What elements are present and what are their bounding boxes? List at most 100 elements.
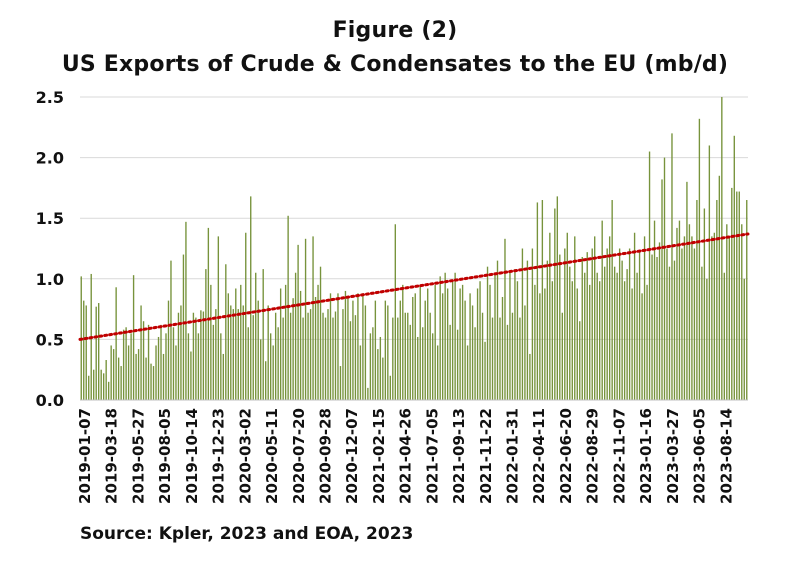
- bar: [372, 327, 374, 400]
- bar: [180, 305, 182, 400]
- bar: [541, 200, 544, 400]
- trendline: [78, 232, 750, 341]
- x-tick-label: 2019-12-23: [210, 408, 228, 504]
- bar: [135, 353, 137, 400]
- bar: [195, 317, 197, 400]
- bar: [172, 327, 175, 400]
- x-tick-label: 2023-06-05: [691, 408, 709, 504]
- bar: [506, 324, 509, 400]
- bar: [392, 317, 394, 400]
- bar: [481, 312, 484, 400]
- bar: [721, 97, 723, 400]
- bar: [671, 133, 673, 401]
- bar: [289, 312, 292, 400]
- bar: [469, 293, 471, 400]
- bar: [449, 324, 451, 400]
- bar: [456, 329, 459, 400]
- bar: [636, 272, 638, 400]
- bar: [182, 254, 185, 400]
- bar: [618, 248, 621, 400]
- bar: [412, 296, 414, 400]
- bar: [549, 232, 551, 400]
- x-tick-label: 2021-07-05: [423, 408, 441, 504]
- bar: [107, 381, 110, 400]
- bar: [566, 232, 568, 400]
- bar: [347, 296, 349, 400]
- bar: [327, 309, 329, 400]
- x-axis: 2019-01-07 2019-03-18 2019-05-27 2019-08-05…: [76, 399, 748, 504]
- bar: [252, 315, 254, 400]
- bar: [701, 266, 703, 400]
- bar: [150, 363, 152, 400]
- bar: [197, 333, 200, 400]
- bar: [230, 305, 232, 400]
- bar: [698, 118, 701, 400]
- bar: [155, 345, 157, 400]
- x-tick-label: 2021-04-26: [397, 408, 415, 504]
- bar: [242, 305, 244, 400]
- bar: [422, 327, 424, 400]
- bar: [741, 224, 743, 400]
- bar: [499, 317, 501, 400]
- bar: [127, 345, 130, 400]
- bar: [269, 333, 272, 400]
- bar: [344, 290, 347, 400]
- bar: [526, 260, 529, 400]
- bar: [746, 200, 748, 400]
- bar: [362, 293, 364, 400]
- x-tick-label: 2021-09-13: [450, 408, 468, 504]
- bar: [441, 293, 444, 400]
- bar: [297, 244, 299, 400]
- bar: [686, 181, 688, 400]
- bar: [454, 272, 456, 400]
- bar: [531, 248, 534, 400]
- bar: [267, 305, 269, 400]
- bar: [302, 317, 304, 400]
- bar: [359, 345, 362, 400]
- bar: [222, 353, 225, 400]
- bar: [105, 360, 107, 400]
- bar: [120, 366, 122, 400]
- bar: [100, 369, 102, 400]
- bar: [706, 278, 708, 400]
- bar: [192, 312, 195, 400]
- bar: [439, 276, 441, 400]
- x-tick-label: 2019-03-18: [103, 408, 121, 504]
- bar: [678, 220, 681, 400]
- bar: [377, 349, 379, 400]
- bar: [594, 236, 596, 400]
- bar: [484, 341, 486, 400]
- bar: [599, 281, 601, 400]
- bar: [329, 293, 332, 400]
- bar: [688, 224, 691, 400]
- bar: [576, 288, 578, 400]
- bar: [167, 300, 170, 400]
- bar: [257, 300, 259, 400]
- bar: [205, 269, 207, 400]
- bar: [235, 288, 237, 400]
- bar: [110, 345, 112, 400]
- bar: [581, 256, 583, 400]
- bar: [643, 236, 646, 400]
- bar: [514, 269, 516, 400]
- bar: [511, 312, 514, 400]
- bar: [387, 305, 389, 400]
- bar: [367, 387, 369, 400]
- y-axis: 0.0 0.5 1.0 1.5 2.0 2.5: [36, 88, 64, 410]
- bar: [728, 236, 730, 400]
- bar: [621, 260, 623, 400]
- bar: [414, 293, 416, 400]
- x-tick-label: 2023-08-14: [717, 408, 735, 504]
- bar: [419, 284, 421, 400]
- bar: [559, 254, 561, 400]
- bar: [307, 312, 309, 400]
- bar: [696, 200, 698, 400]
- bar: [591, 248, 593, 400]
- bar: [496, 260, 499, 400]
- bar: [733, 135, 735, 400]
- bar: [342, 309, 344, 400]
- bar: [250, 196, 252, 400]
- bar: [352, 300, 354, 400]
- bar: [474, 327, 476, 400]
